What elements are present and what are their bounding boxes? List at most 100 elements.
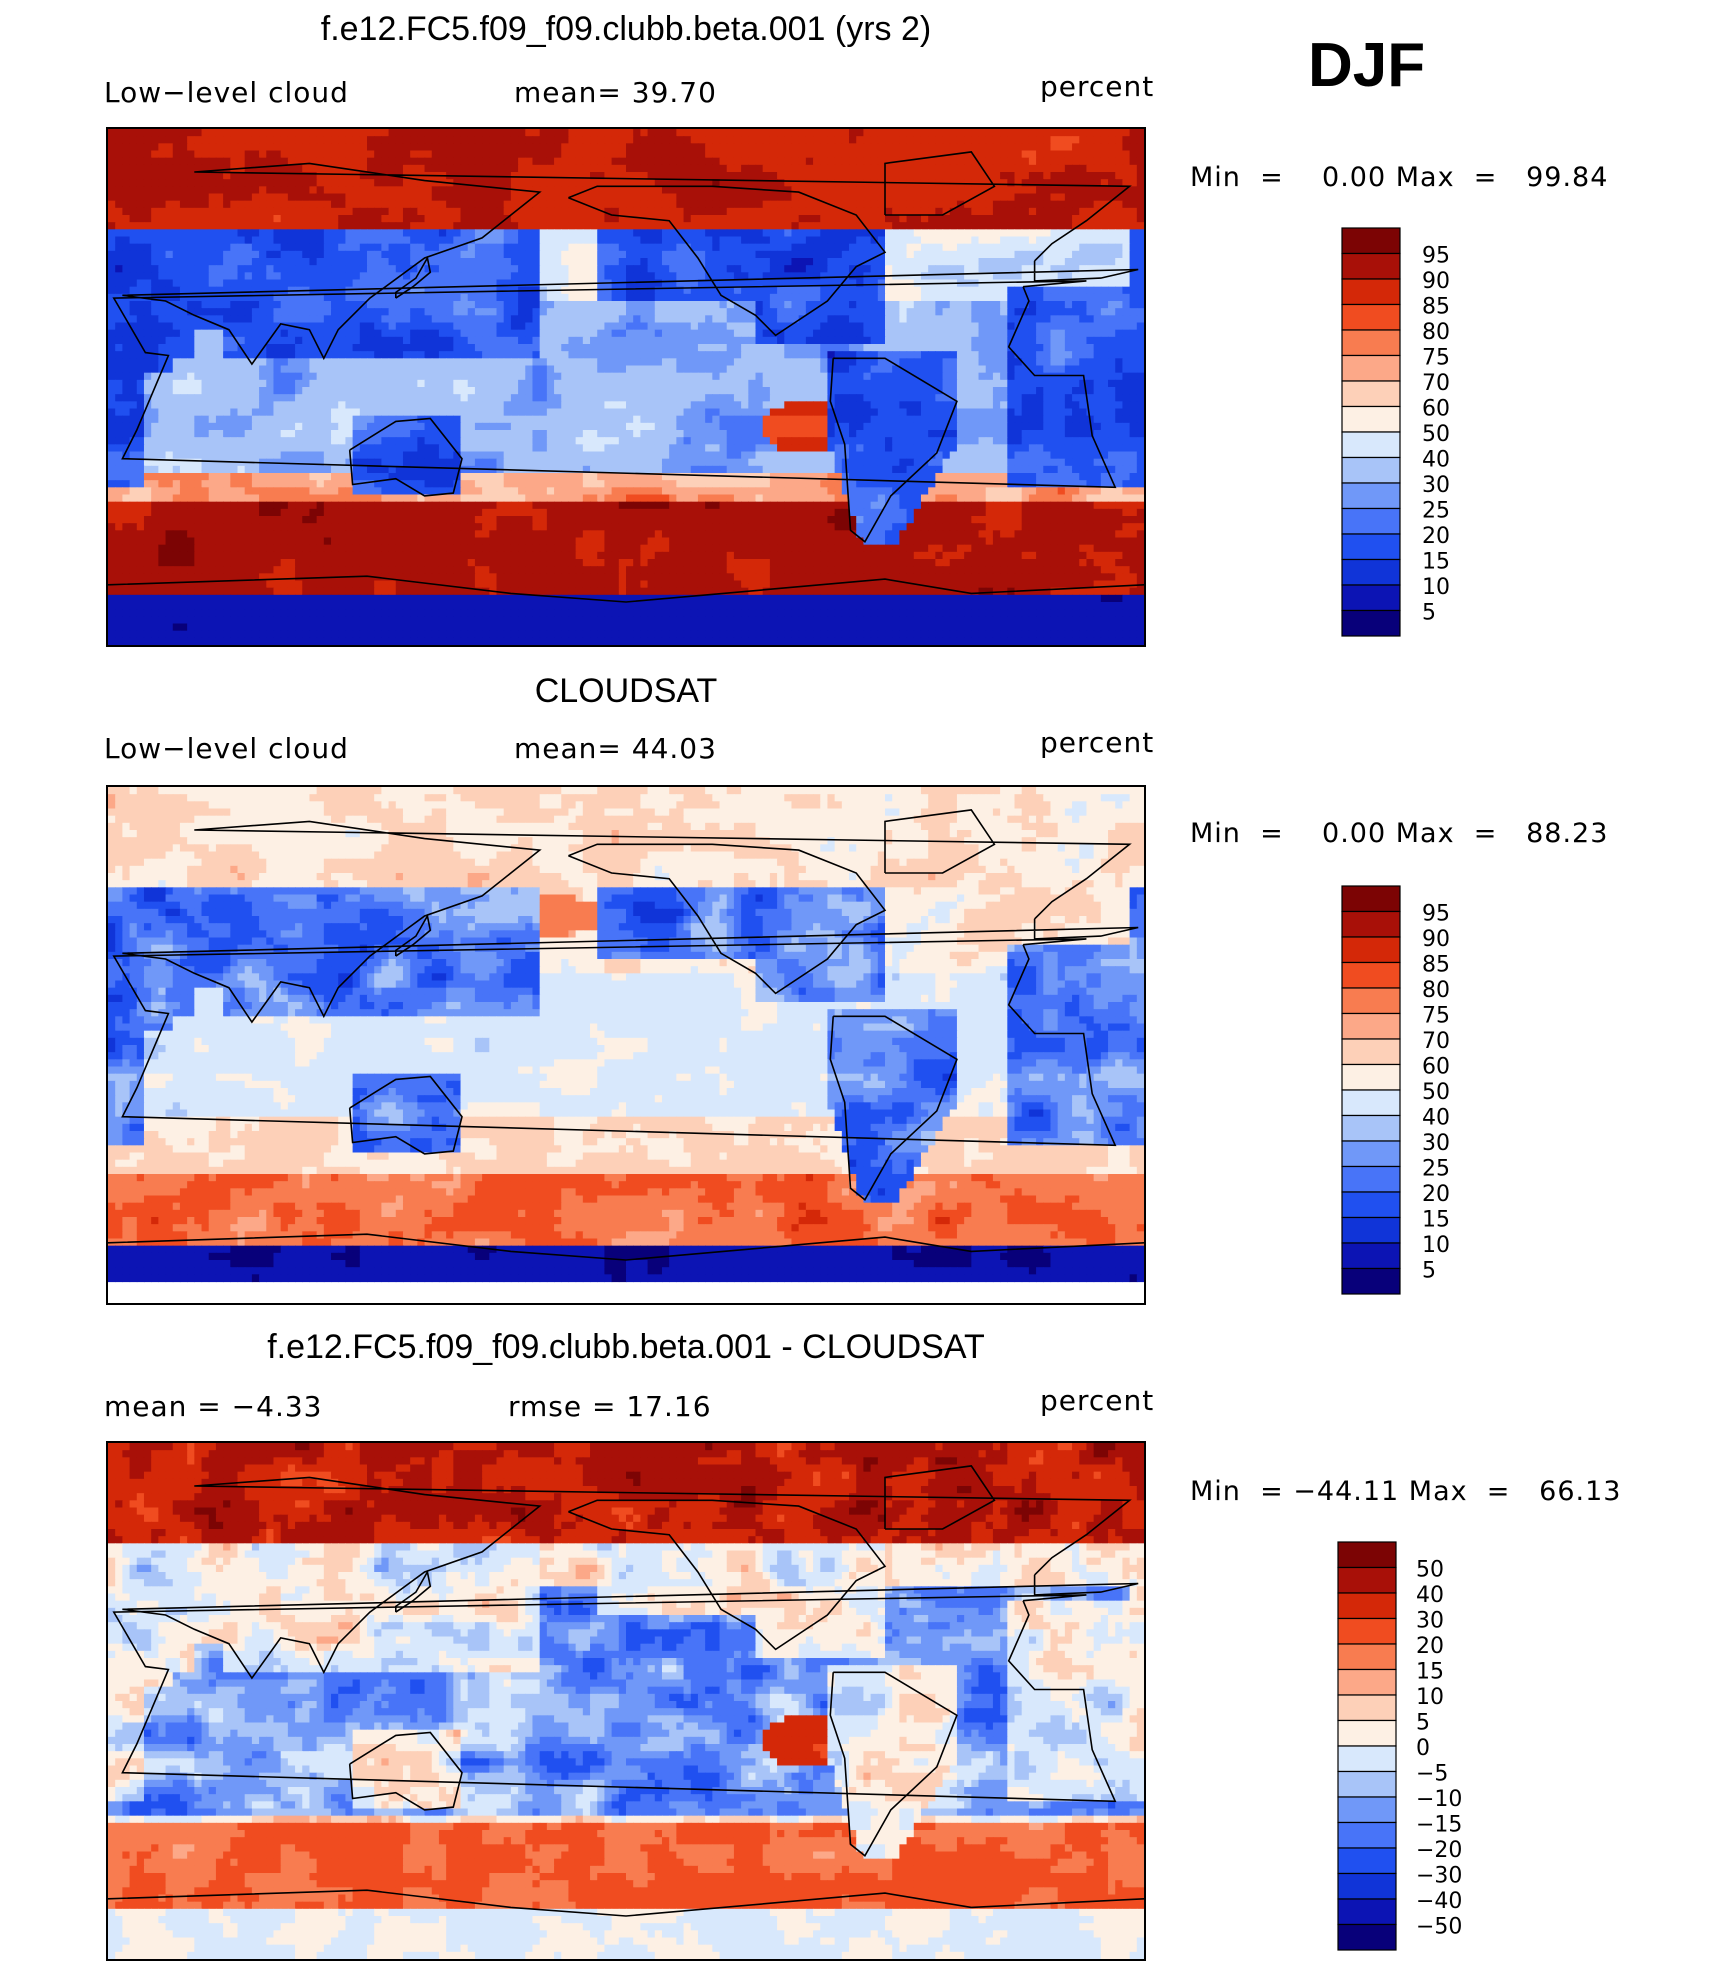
field-cell [928, 315, 936, 324]
field-cell [856, 136, 865, 144]
field-cell [244, 150, 253, 159]
field-cell [115, 272, 123, 281]
field-cell [108, 164, 116, 173]
field-cell [777, 129, 785, 137]
field-cell [474, 143, 483, 152]
field-cell [172, 243, 181, 252]
field-cell [352, 193, 361, 202]
field-cell [805, 322, 814, 331]
field-cell [654, 365, 663, 374]
field-cell [1122, 279, 1131, 288]
field-cell [798, 336, 807, 345]
field-cell [115, 329, 123, 338]
field-cell [590, 222, 598, 230]
field-cell [626, 215, 634, 223]
field-cell [1122, 315, 1131, 324]
field-cell [1028, 315, 1037, 324]
field-cell [748, 329, 757, 338]
field-cell [582, 236, 591, 245]
field-cell [820, 136, 829, 144]
field-cell [223, 150, 231, 159]
field-cell [604, 150, 613, 159]
field-cell [813, 365, 821, 374]
field-cell [474, 365, 483, 374]
field-cell [489, 265, 498, 273]
field-cell [964, 222, 972, 230]
field-cell [1093, 200, 1102, 209]
field-cell [302, 243, 311, 252]
field-cell [115, 265, 123, 273]
field-cell [705, 358, 713, 367]
field-cell [187, 365, 195, 374]
field-cell [338, 344, 347, 352]
field-cell [381, 229, 390, 238]
field-cell [604, 200, 613, 209]
field-cell [546, 193, 555, 202]
field-cell [899, 243, 908, 252]
field-cell [661, 172, 670, 180]
field-cell [532, 308, 541, 316]
field-cell [352, 301, 361, 309]
field-cell [179, 293, 188, 302]
field-cell [122, 229, 131, 238]
field-cell [295, 229, 303, 238]
field-cell [251, 222, 260, 230]
field-cell [633, 179, 641, 187]
field-cell [143, 308, 152, 316]
field-cell [561, 250, 570, 259]
field-cell [251, 172, 260, 180]
field-cell [942, 293, 951, 302]
field-cell [431, 164, 440, 173]
field-cell [705, 143, 713, 152]
field-cell [942, 265, 951, 273]
field-cell [460, 200, 469, 209]
field-cell [1064, 272, 1073, 281]
field-cell [877, 358, 886, 367]
field-cell [640, 308, 649, 316]
field-cell [115, 164, 123, 173]
field-cell [1043, 329, 1052, 338]
field-cell [561, 372, 570, 381]
field-cell [762, 351, 771, 359]
field-cell [1050, 157, 1059, 166]
field-cell [849, 136, 857, 144]
field-cell [661, 293, 670, 302]
field-cell [338, 222, 347, 230]
field-cell [187, 301, 195, 309]
field-cell [165, 215, 174, 223]
field-cell [251, 329, 260, 338]
field-cell [827, 250, 836, 259]
field-cell [841, 157, 850, 166]
field-cell [331, 236, 339, 245]
field-cell [295, 172, 303, 180]
field-cell [633, 157, 641, 166]
field-cell [618, 200, 627, 209]
field-cell [741, 236, 749, 245]
field-cell [611, 365, 620, 374]
field-cell [942, 329, 951, 338]
field-cell [928, 293, 936, 302]
field-cell [626, 164, 634, 173]
field-cell [122, 143, 131, 152]
field-cell [769, 143, 778, 152]
field-cell [151, 258, 159, 266]
field-cell [223, 172, 231, 180]
field-cell [381, 258, 390, 266]
field-cell [661, 258, 670, 266]
field-cell [913, 258, 922, 266]
field-cell [1122, 344, 1131, 352]
field-cell [151, 344, 159, 352]
field-cell [194, 164, 203, 173]
field-cell [503, 279, 512, 288]
field-cell [194, 351, 203, 359]
field-cell [158, 143, 167, 152]
field-cell [525, 136, 534, 144]
field-cell [438, 186, 447, 195]
field-cell [827, 279, 836, 288]
field-cell [143, 258, 152, 266]
field-cell [151, 179, 159, 187]
field-cell [863, 365, 872, 374]
field-cell [179, 336, 188, 345]
field-cell [813, 207, 821, 216]
field-cell [935, 351, 944, 359]
